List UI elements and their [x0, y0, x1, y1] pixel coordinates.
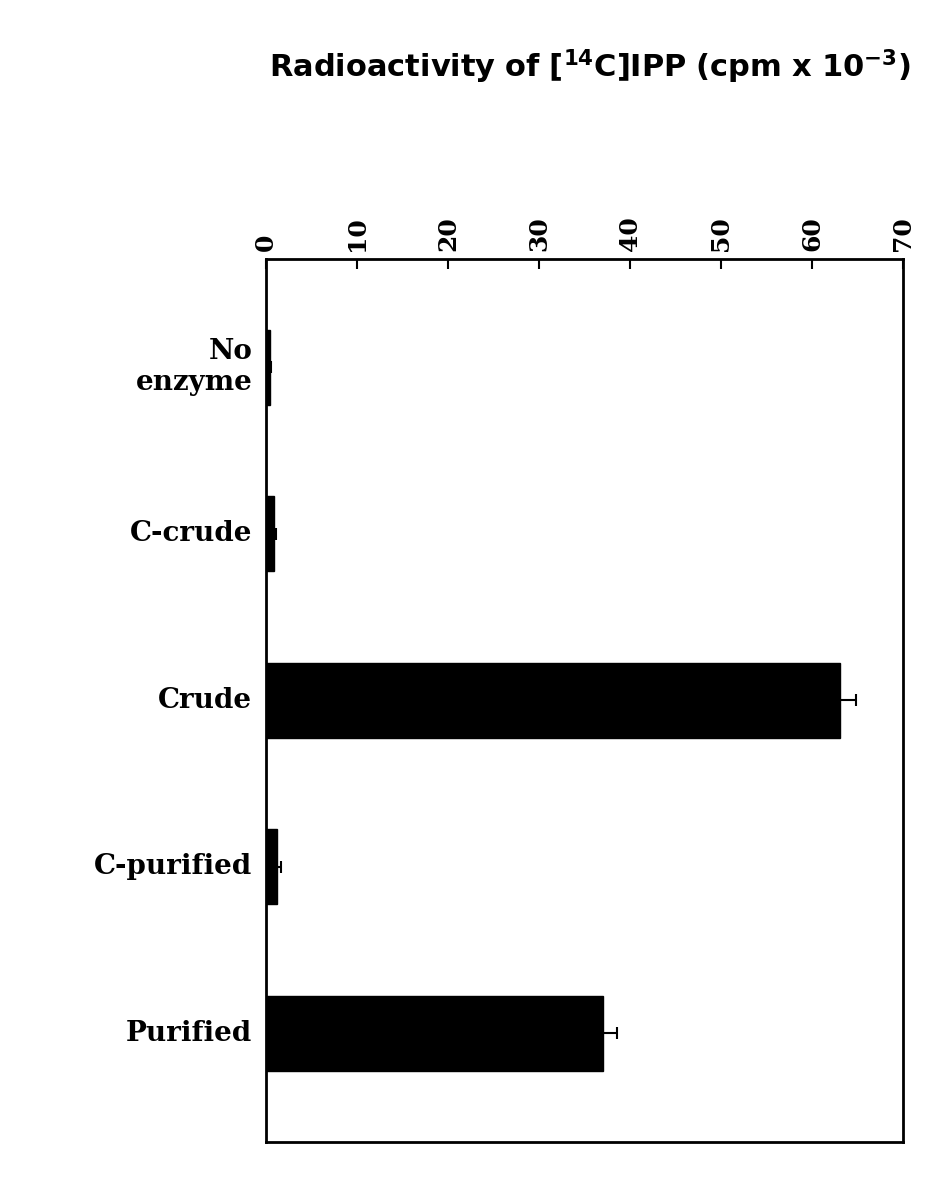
Bar — [266, 663, 840, 738]
Bar — [266, 330, 270, 405]
Bar — [266, 996, 603, 1071]
Bar — [266, 830, 277, 904]
Text: $\mathbf{Radioactivity\ of\ [^{14}C]IPP\ (cpm\ x\ 10^{-3})}$: $\mathbf{Radioactivity\ of\ [^{14}C]IPP\… — [269, 47, 910, 86]
Bar — [266, 497, 274, 571]
